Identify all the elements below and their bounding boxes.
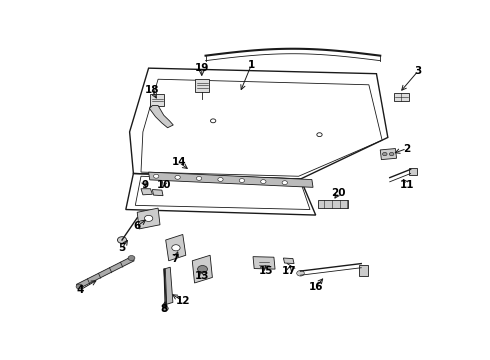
Text: 1: 1	[247, 60, 255, 70]
Text: 5: 5	[119, 243, 125, 253]
Circle shape	[261, 180, 266, 184]
Polygon shape	[196, 79, 209, 92]
Polygon shape	[164, 267, 173, 304]
Circle shape	[172, 245, 180, 251]
Circle shape	[145, 215, 153, 221]
Circle shape	[390, 152, 394, 156]
Text: 16: 16	[308, 282, 323, 292]
Text: 15: 15	[259, 266, 273, 275]
Circle shape	[196, 176, 202, 180]
Text: 19: 19	[195, 63, 209, 73]
Polygon shape	[283, 258, 294, 264]
Text: 17: 17	[282, 266, 296, 275]
Text: 3: 3	[415, 66, 422, 76]
Text: 18: 18	[145, 85, 160, 95]
Text: 13: 13	[195, 271, 209, 281]
Text: 7: 7	[172, 255, 179, 264]
Text: 8: 8	[160, 304, 168, 314]
Text: 4: 4	[76, 285, 84, 295]
Polygon shape	[152, 190, 163, 195]
Text: 12: 12	[175, 296, 190, 306]
Text: 6: 6	[134, 221, 141, 231]
Circle shape	[118, 237, 126, 243]
Polygon shape	[380, 149, 396, 159]
Polygon shape	[150, 94, 164, 105]
Text: 2: 2	[403, 144, 411, 153]
Polygon shape	[137, 208, 160, 229]
Circle shape	[197, 266, 207, 273]
Circle shape	[239, 179, 245, 183]
Circle shape	[128, 256, 135, 261]
Text: 14: 14	[172, 157, 186, 167]
Circle shape	[162, 306, 169, 311]
Polygon shape	[253, 257, 275, 269]
Text: 20: 20	[331, 188, 346, 198]
Text: 11: 11	[399, 180, 414, 190]
Polygon shape	[149, 105, 173, 128]
Polygon shape	[318, 200, 348, 208]
Circle shape	[76, 284, 83, 289]
Circle shape	[282, 181, 288, 185]
Circle shape	[218, 177, 223, 181]
Polygon shape	[166, 234, 186, 261]
Text: 9: 9	[141, 180, 148, 190]
Text: 10: 10	[156, 180, 171, 190]
Bar	[409, 168, 417, 175]
Circle shape	[297, 270, 304, 276]
Polygon shape	[192, 255, 212, 283]
Circle shape	[175, 175, 180, 179]
Circle shape	[383, 152, 387, 156]
Polygon shape	[141, 189, 152, 195]
Polygon shape	[393, 93, 409, 102]
Polygon shape	[76, 257, 134, 288]
Circle shape	[153, 174, 159, 178]
Polygon shape	[148, 172, 313, 187]
Bar	[359, 265, 368, 276]
